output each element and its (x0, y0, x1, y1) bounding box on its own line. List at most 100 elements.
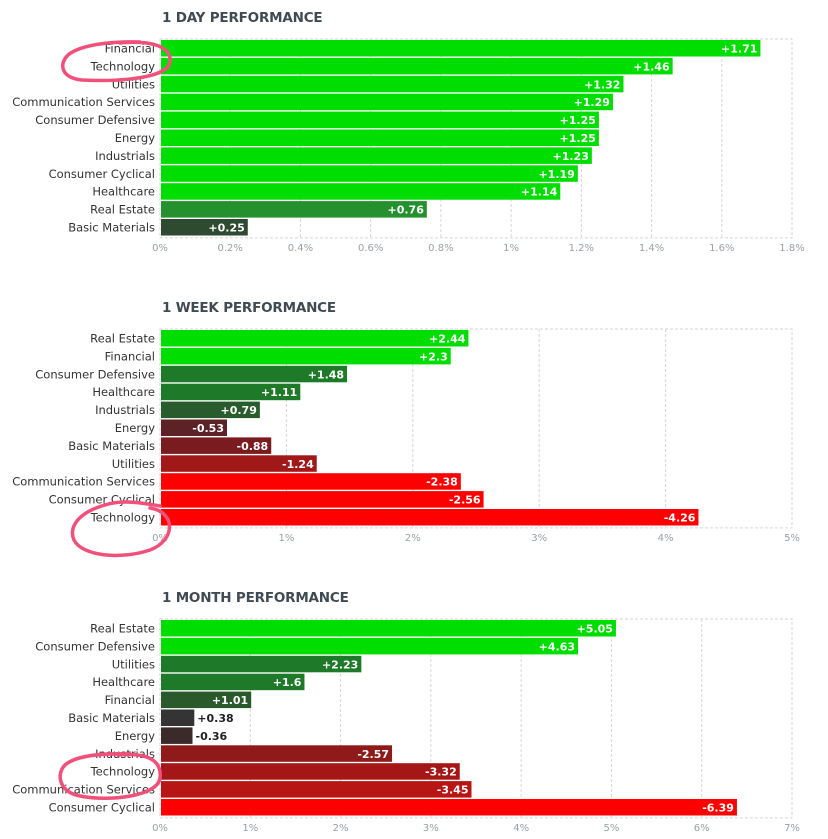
category-label: Basic Materials (68, 221, 155, 235)
bar-energy[interactable] (161, 419, 227, 437)
x-tick-label: 0.8% (428, 243, 453, 254)
category-label: Utilities (112, 657, 155, 671)
bar-healthcare[interactable] (161, 383, 301, 401)
data-label: -3.45 (437, 784, 469, 797)
x-tick-label: 1.2% (569, 243, 594, 254)
category-label: Financial (105, 349, 155, 363)
bar-basic-materials[interactable] (161, 219, 248, 236)
x-tick-label: 2% (333, 823, 349, 834)
data-label: +1.25 (560, 132, 596, 145)
bar-utilities[interactable] (161, 455, 317, 472)
plot-frame (159, 328, 793, 529)
data-label: +5.05 (577, 623, 613, 636)
data-label: +0.79 (220, 404, 256, 417)
bar-consumer-defensive[interactable] (161, 111, 599, 129)
bar-industrials[interactable] (161, 745, 393, 762)
data-label: -1.24 (282, 458, 314, 471)
data-label: -0.88 (237, 440, 269, 453)
bar-utilities[interactable] (161, 655, 362, 673)
data-label: +1.11 (261, 386, 297, 399)
plot-frame (159, 38, 793, 239)
data-label: +1.25 (560, 114, 596, 127)
data-label: -0.53 (192, 422, 224, 435)
bar-consumer-defensive[interactable] (161, 365, 348, 383)
bar-consumer-cyclical[interactable] (161, 165, 578, 182)
category-label: Energy (115, 131, 155, 145)
category-label: Communication Services (12, 95, 155, 109)
data-label: +0.25 (208, 222, 244, 235)
category-label: Industrials (95, 149, 155, 163)
x-tick-label: 0.4% (288, 243, 313, 254)
data-label: +1.46 (633, 60, 670, 73)
bar-healthcare[interactable] (161, 183, 561, 200)
data-label: -2.57 (357, 748, 389, 761)
data-label: +1.32 (584, 78, 620, 91)
data-label: +1.48 (308, 368, 344, 381)
x-tick-label: 6% (694, 823, 710, 834)
category-label: Real Estate (90, 203, 155, 217)
data-label: +1.29 (574, 96, 610, 109)
x-tick-label: 7% (784, 823, 800, 834)
bar-basic-materials[interactable] (161, 437, 272, 454)
data-label: +0.76 (387, 204, 424, 217)
bar-real-estate[interactable] (161, 620, 616, 637)
data-label: +2.3 (419, 350, 448, 363)
category-label: Financial (105, 693, 155, 707)
bar-consumer-cyclical[interactable] (161, 491, 484, 508)
category-label: Communication Services (12, 475, 155, 489)
data-label: -0.36 (196, 730, 228, 743)
x-tick-label: 2% (405, 533, 421, 544)
bar-energy[interactable] (161, 727, 193, 744)
category-label: Real Estate (90, 332, 155, 346)
bar-industrials[interactable] (161, 401, 260, 419)
bar-technology[interactable] (161, 763, 460, 780)
bar-communication-services[interactable] (161, 473, 461, 490)
bar-energy[interactable] (161, 129, 599, 147)
category-label: Technology (90, 765, 156, 779)
bar-technology[interactable] (161, 57, 673, 75)
category-label: Consumer Cyclical (49, 801, 155, 815)
data-label: -6.39 (702, 802, 734, 815)
bar-real-estate[interactable] (161, 330, 469, 347)
bar-basic-materials[interactable] (161, 709, 195, 727)
plot-frame (159, 618, 793, 819)
x-tick-label: 1% (503, 243, 519, 254)
bar-financial[interactable] (161, 347, 451, 365)
bar-financial[interactable] (161, 691, 252, 709)
category-label: Basic Materials (68, 439, 155, 453)
data-label: +0.38 (197, 712, 233, 725)
bar-communication-services[interactable] (161, 781, 472, 798)
bar-industrials[interactable] (161, 147, 592, 164)
bar-healthcare[interactable] (161, 673, 305, 691)
month-performance-chart: 0% 1% 2% 3% 4% 5% 6% 7% Real Estate +5.05 Consumer… (12, 618, 800, 834)
bar-consumer-cyclical[interactable] (161, 799, 737, 816)
category-label: Consumer Defensive (35, 639, 155, 653)
x-tick-label: 5% (784, 533, 800, 544)
bar-utilities[interactable] (161, 75, 624, 93)
category-label: Technology (90, 59, 156, 73)
data-label: +1.23 (553, 150, 589, 163)
category-label: Healthcare (92, 385, 155, 399)
x-tick-label: 1.6% (709, 243, 734, 254)
data-label: -4.26 (664, 512, 696, 525)
x-tick-label: 0.6% (358, 243, 383, 254)
data-label: +2.23 (322, 658, 358, 671)
x-tick-label: 0% (152, 823, 168, 834)
bar-technology[interactable] (161, 509, 699, 526)
day-performance-chart: 0% 0.2% 0.4% 0.6% 0.8% 1% 1.2% 1.4% 1.6% 1.8% Fina… (12, 38, 805, 254)
category-label: Utilities (112, 77, 155, 91)
bar-financial[interactable] (161, 40, 761, 57)
data-label: +1.19 (538, 168, 574, 181)
data-label: -2.56 (449, 494, 481, 507)
bar-communication-services[interactable] (161, 93, 613, 111)
category-label: Technology (90, 511, 156, 525)
category-label: Healthcare (92, 675, 155, 689)
data-label: +1.71 (721, 43, 757, 56)
x-tick-label: 1% (278, 533, 294, 544)
chart-title: 1 MONTH PERFORMANCE (162, 590, 349, 606)
bar-consumer-defensive[interactable] (161, 637, 579, 655)
category-label: Consumer Defensive (35, 367, 155, 381)
category-label: Energy (115, 729, 155, 743)
x-tick-label: 0% (152, 243, 168, 254)
bar-real-estate[interactable] (161, 201, 427, 218)
